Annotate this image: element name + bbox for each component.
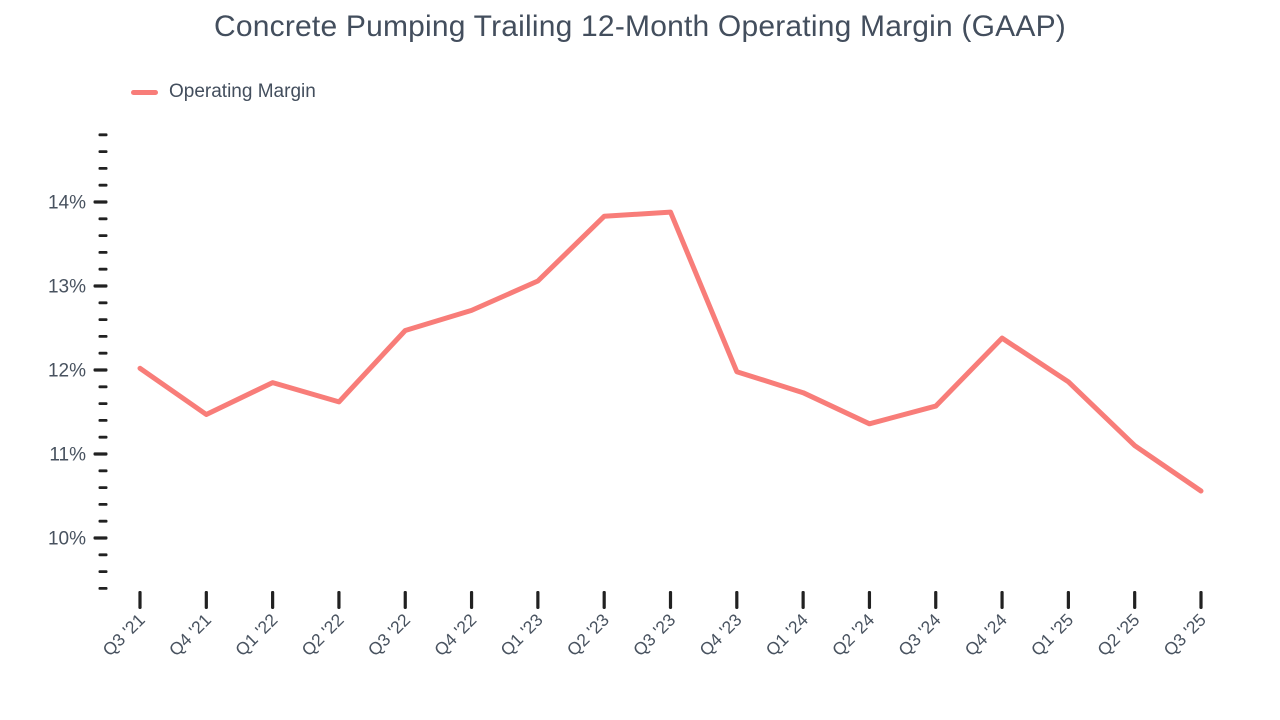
chart-title: Concrete Pumping Trailing 12-Month Opera… [214, 10, 1066, 43]
y-axis-minor-tick [98, 133, 108, 137]
y-axis-tick-label: 10% [48, 529, 86, 550]
legend-line-marker [131, 89, 158, 95]
y-axis-minor-tick [98, 519, 108, 523]
x-axis-tick-label: Q1 '25 [1027, 610, 1077, 660]
x-axis-tick-label: Q4 '21 [165, 610, 215, 660]
x-axis-tick [469, 591, 474, 609]
y-axis-minor-tick [98, 435, 108, 439]
x-axis-tick-label: Q1 '23 [496, 610, 546, 660]
y-axis-minor-tick [98, 385, 108, 389]
x-axis-tick [801, 591, 805, 609]
y-axis-minor-tick [98, 167, 108, 170]
x-axis-tick-label: Q1 '22 [231, 610, 281, 660]
x-axis-tick-label: Q3 '23 [629, 610, 679, 660]
x-axis-tick-label: Q2 '22 [298, 610, 348, 660]
y-axis-minor-tick [98, 570, 108, 573]
y-axis-minor-tick [98, 318, 108, 321]
y-axis-minor-tick [98, 503, 108, 506]
y-axis-minor-tick [98, 150, 108, 153]
x-axis-tick [403, 591, 407, 609]
x-axis-tick-label: Q3 '22 [364, 610, 414, 660]
y-axis-minor-tick [98, 553, 108, 557]
legend: Operating Margin [131, 81, 316, 103]
x-axis-tick [602, 591, 606, 609]
legend-item-label: Operating Margin [169, 81, 316, 102]
series-line-operating-margin [137, 209, 1204, 494]
x-axis-tick-label: Q3 '21 [99, 610, 149, 660]
y-axis-minor-tick [98, 217, 108, 221]
x-axis-tick [1066, 591, 1070, 609]
y-axis-minor-tick [98, 587, 108, 590]
x-axis-tick [1133, 591, 1137, 609]
y-axis-major-tick [93, 200, 108, 204]
x-axis-tick-label: Q3 '25 [1160, 610, 1210, 660]
x-axis-tick [536, 591, 540, 609]
x-axis-tick [1000, 591, 1004, 609]
x-axis-tick-label: Q4 '22 [430, 610, 480, 660]
y-axis-minor-tick [98, 469, 108, 473]
x-axis-tick [204, 591, 208, 609]
y-axis-minor-tick [98, 183, 108, 187]
x-axis-tick-label: Q2 '25 [1093, 610, 1143, 660]
y-axis-minor-tick [98, 234, 108, 237]
y-axis-major-tick [93, 452, 108, 456]
y-axis-minor-tick [98, 267, 108, 271]
x-axis-tick [735, 591, 739, 609]
x-axis-tick [271, 591, 275, 609]
y-axis-tick-label: 14% [48, 193, 86, 214]
x-axis-tick [138, 591, 142, 609]
x-axis-tick-label: Q3 '24 [894, 609, 944, 659]
x-axis-tick [668, 591, 673, 609]
x-axis-tick-label: Q2 '23 [563, 610, 613, 660]
y-axis-minor-tick [98, 351, 108, 355]
x-axis-tick-label: Q1 '24 [762, 609, 812, 659]
y-axis-minor-tick [98, 402, 108, 405]
y-axis-major-tick [93, 284, 108, 288]
y-axis-minor-tick [98, 335, 108, 338]
x-axis-tick [337, 591, 341, 609]
y-axis-minor-tick [98, 419, 108, 422]
y-axis-minor-tick [98, 486, 108, 489]
y-axis-tick-label: 13% [48, 277, 86, 298]
x-axis-tick-label: Q2 '24 [828, 609, 878, 659]
x-axis-tick-label: Q4 '24 [961, 609, 1011, 659]
y-axis-minor-tick [98, 301, 108, 305]
x-axis-tick [934, 591, 938, 609]
y-axis-minor-tick [98, 251, 108, 254]
y-axis-major-tick [93, 368, 108, 372]
y-axis-tick-label: 11% [49, 445, 86, 466]
y-axis-major-tick [93, 536, 108, 540]
x-axis-tick [867, 591, 872, 609]
x-axis-tick [1199, 591, 1203, 609]
y-axis-tick-label: 12% [48, 361, 86, 382]
x-axis-tick-label: Q4 '23 [695, 610, 745, 660]
